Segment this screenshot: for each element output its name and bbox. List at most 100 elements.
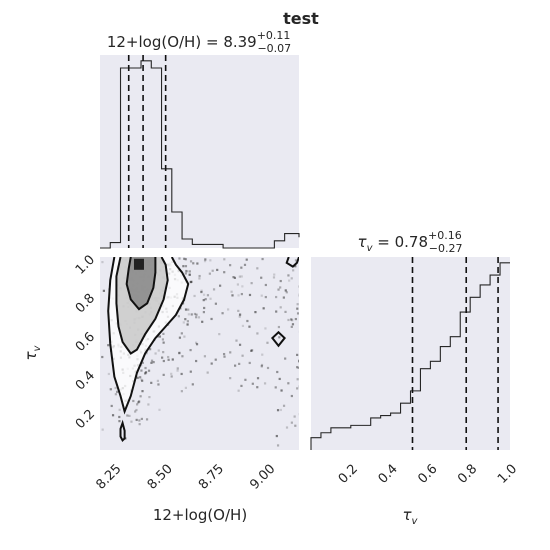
scatter-point: [251, 282, 253, 284]
scatter-point: [112, 414, 114, 416]
logoh-histogram-panel: [100, 55, 299, 248]
scatter-point: [119, 409, 121, 411]
scatter-point: [136, 419, 138, 421]
y-tick-label-tau: 1.0: [73, 252, 98, 277]
scatter-point: [277, 444, 279, 446]
scatter-point: [296, 308, 298, 310]
scatter-point: [223, 353, 225, 355]
scatter-point: [237, 283, 239, 285]
scatter-point: [188, 313, 190, 315]
scatter-point: [229, 377, 231, 379]
scatter-point: [185, 308, 187, 310]
logoh-summary-prefix: 12+log(O/H) =: [107, 33, 223, 51]
scatter-point: [179, 337, 181, 339]
tau-summary-title: τv = 0.78+0.16 −0.27: [358, 229, 463, 255]
scatter-point: [298, 361, 300, 363]
scatter-point: [141, 418, 143, 420]
scatter-point: [291, 395, 293, 397]
scatter-point: [229, 351, 231, 353]
scatter-point: [118, 416, 120, 418]
scatter-point: [207, 294, 209, 296]
scatter-point: [288, 279, 290, 281]
scatter-point: [261, 354, 263, 356]
scatter-point: [186, 323, 188, 325]
scatter-point: [204, 355, 206, 357]
scatter-point: [291, 326, 293, 328]
scatter-point: [209, 273, 211, 275]
scatter-point: [198, 316, 200, 318]
y-axis-label-tau-sub: v: [32, 344, 43, 351]
scatter-point: [139, 423, 141, 425]
scatter-point: [189, 349, 191, 351]
scatter-point: [241, 355, 243, 357]
scatter-point: [287, 382, 289, 384]
scatter-point: [297, 378, 299, 380]
scatter-point: [250, 350, 252, 352]
y-tick-label-tau: 0.6: [73, 330, 98, 355]
scatter-point: [187, 320, 189, 322]
x-tick-label-logoh: 8.25: [93, 462, 124, 493]
x-tick-label-tau: 0.8: [455, 462, 480, 487]
scatter-point: [261, 258, 263, 260]
scatter-point: [163, 360, 165, 362]
scatter-point: [241, 275, 243, 277]
scatter-point: [298, 367, 300, 369]
scatter-point: [283, 405, 285, 407]
scatter-point: [249, 362, 251, 364]
scatter-point: [280, 280, 282, 282]
scatter-point: [248, 326, 250, 328]
scatter-point: [115, 387, 117, 389]
scatter-point: [207, 371, 209, 373]
scatter-point: [244, 379, 246, 381]
scatter-point: [232, 276, 234, 278]
scatter-point: [190, 281, 192, 283]
scatter-point: [213, 288, 215, 290]
scatter-point: [181, 373, 183, 375]
scatter-point: [132, 400, 134, 402]
scatter-point: [203, 307, 205, 309]
scatter-point: [190, 371, 192, 373]
scatter-point: [279, 378, 281, 380]
scatter-point: [246, 320, 248, 322]
x-tick-label-logoh: 8.75: [196, 462, 227, 493]
logoh-summary-value: 8.39: [223, 33, 256, 51]
scatter-point: [227, 308, 229, 310]
scatter-point: [275, 310, 277, 312]
scatter-point: [263, 307, 265, 309]
x-tick-label-tau: 0.6: [415, 462, 440, 487]
scatter-point: [264, 382, 266, 384]
scatter-point: [275, 296, 277, 298]
scatter-point: [195, 314, 197, 316]
scatter-point: [297, 303, 299, 305]
scatter-point: [292, 269, 294, 271]
scatter-point: [150, 362, 152, 364]
scatter-point: [178, 352, 180, 354]
scatter-point: [264, 327, 266, 329]
scatter-point: [111, 405, 113, 407]
scatter-point: [287, 274, 289, 276]
scatter-point: [195, 360, 197, 362]
scatter-point: [198, 277, 200, 279]
x-tick-label-logoh: 8.50: [145, 462, 176, 493]
scatter-point: [223, 258, 225, 260]
tau-summary-value: 0.78: [395, 233, 428, 251]
x-axis-label-tau-sub: v: [412, 516, 419, 527]
scatter-point: [168, 359, 170, 361]
scatter-point: [291, 422, 293, 424]
scatter-point: [231, 291, 233, 293]
scatter-point: [205, 298, 207, 300]
scatter-point: [296, 387, 298, 389]
x-axis-label-tau: τv: [403, 506, 419, 527]
scatter-point: [280, 389, 282, 391]
scatter-point: [170, 373, 172, 375]
scatter-point: [193, 295, 195, 297]
scatter-point: [203, 294, 205, 296]
scatter-point: [278, 336, 280, 338]
scatter-point: [154, 352, 156, 354]
scatter-point: [215, 303, 217, 305]
scatter-point: [136, 403, 138, 405]
scatter-point: [203, 299, 205, 301]
scatter-point: [249, 294, 251, 296]
x-axis-label-logoh: 12+log(O/H): [153, 506, 247, 524]
scatter-point: [195, 316, 197, 318]
